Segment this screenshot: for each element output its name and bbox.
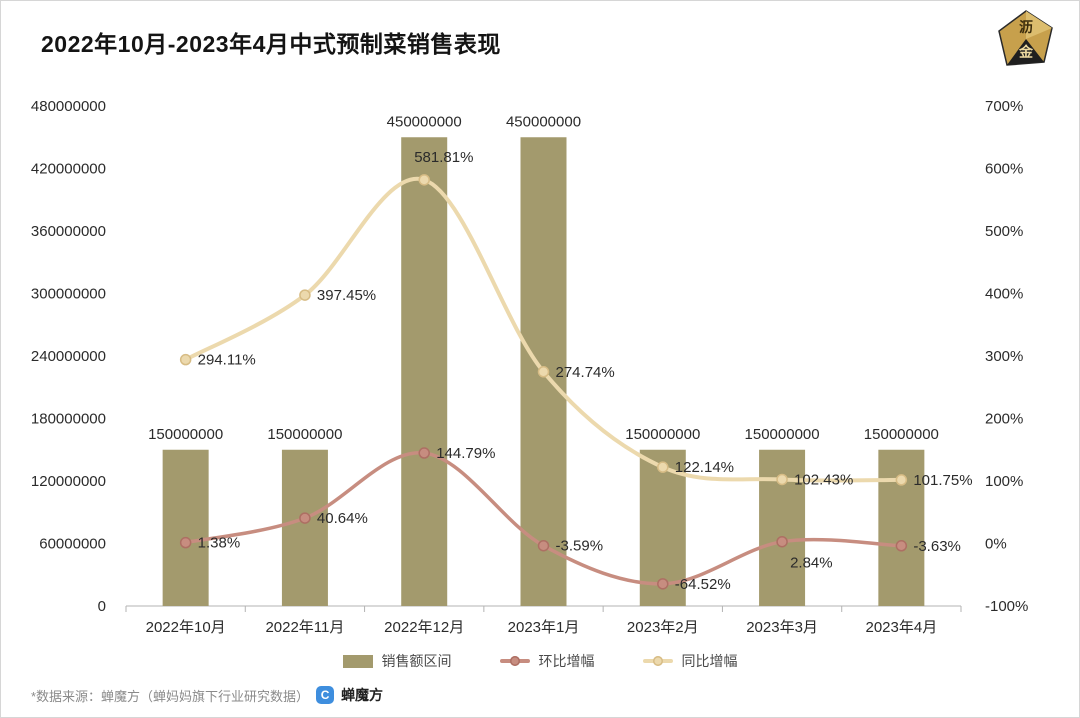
point-value-label: 397.45% [317,287,376,304]
point-value-label: 122.14% [675,459,734,476]
logo-char-2: 金 [1018,44,1034,60]
point-value-label: 40.64% [317,510,368,527]
data-point [179,353,192,366]
yoy-line-swatch [642,656,673,666]
left-axis-tick: 300000000 [31,286,106,303]
bar-swatch [342,654,373,668]
data-point [299,289,311,301]
x-axis-label: 2022年12月 [384,619,464,636]
data-point [776,535,788,548]
point-value-label: 581.81% [414,149,473,166]
data-point [895,540,908,552]
bar [401,137,448,606]
x-axis-label: 2022年10月 [146,619,226,636]
bar [162,449,209,606]
point-value-label: 102.43% [794,471,853,488]
left-axis-tick: 60000000 [39,536,106,553]
left-axis-tick: 0 [98,598,106,615]
data-point [179,536,192,549]
right-axis-tick: 300% [985,348,1023,365]
left-axis-tick: 180000000 [31,411,106,428]
point-value-label: -64.52% [675,576,731,593]
legend-item-mom: 环比增幅 [499,651,595,671]
logo-char-1: 沥 [1019,19,1033,35]
mom-dot-icon [509,656,520,666]
data-point [299,512,311,524]
right-axis-tick: 100% [985,473,1023,490]
chart-legend: 销售额区间 环比增幅 同比增幅 [1,651,1079,671]
bar-value-label: 150000000 [148,426,223,443]
point-value-label: -3.63% [913,538,961,555]
right-axis-tick: 700% [985,98,1023,115]
point-value-label: 294.11% [198,352,256,369]
point-value-label: 2.84% [790,555,833,572]
mom-line-swatch [499,656,530,666]
right-axis-tick: 400% [985,286,1023,303]
x-axis-label: 2023年4月 [865,619,937,636]
data-point [537,539,550,552]
footer: *数据来源：蝉魔方（蝉妈妈旗下行业研究数据） C 蝉魔方 [31,685,383,705]
x-axis-label: 2022年11月 [265,619,344,636]
chanmofang-icon: C [316,686,335,704]
bar-value-label: 150000000 [745,426,820,443]
data-point [418,447,430,459]
right-axis-tick: -100% [985,598,1028,615]
x-axis-label: 2023年3月 [746,619,818,636]
left-axis-tick: 480000000 [31,98,106,115]
point-value-label: 1.38% [198,535,241,552]
legend-label-yoy: 同比增幅 [681,653,738,669]
bar-value-label: 150000000 [625,426,700,443]
page-title: 2022年10月-2023年4月中式预制菜销售表现 [41,31,501,57]
x-axis-label: 2023年1月 [508,619,580,636]
right-axis-tick: 600% [985,161,1023,178]
bar-value-label: 450000000 [387,113,462,130]
point-value-label: -3.59% [556,538,604,555]
point-value-label: 101.75% [913,472,972,489]
bar-value-label: 150000000 [864,426,939,443]
right-axis-tick: 200% [985,411,1023,428]
bar [281,449,328,606]
point-value-label: 144.79% [436,445,495,462]
data-point [537,366,550,378]
data-point [418,174,430,186]
data-point [657,578,669,590]
bar-value-label: 150000000 [267,426,342,443]
lijin-logo: 沥 金 [998,10,1053,66]
data-point [895,474,908,486]
data-source-note: *数据来源：蝉魔方（蝉妈妈旗下行业研究数据） [31,688,310,704]
legend-label-sales: 销售额区间 [381,653,452,669]
data-point [776,473,788,486]
left-axis-tick: 120000000 [31,473,106,490]
chanmofang-name: 蝉魔方 [341,687,384,703]
right-axis-tick: 500% [985,223,1023,240]
bar-value-label: 450000000 [506,113,581,130]
left-axis-tick: 360000000 [31,223,106,240]
legend-item-sales: 销售额区间 [342,651,452,671]
data-point [657,461,669,473]
point-value-label: 274.74% [556,364,615,381]
legend-item-yoy: 同比增幅 [642,651,738,671]
x-axis-label: 2023年2月 [627,619,699,636]
left-axis-tick: 420000000 [31,161,106,178]
legend-label-mom: 环比增幅 [538,653,595,669]
right-axis-tick: 0% [985,536,1007,553]
gem-facet-bottom [1007,39,1044,65]
left-axis-tick: 240000000 [31,348,106,365]
yoy-dot-icon [652,656,663,666]
gem-facet-top [1026,11,1052,39]
